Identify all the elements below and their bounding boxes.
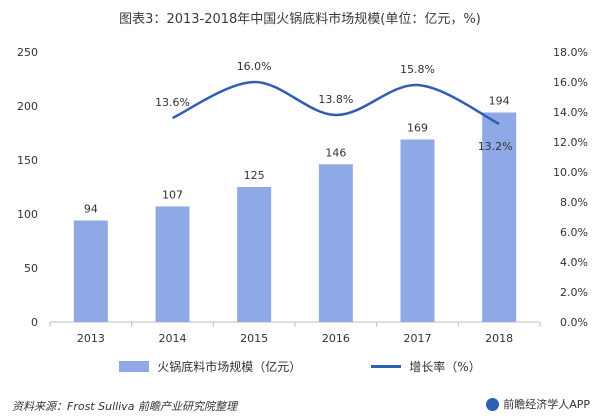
y-left-tick-label: 50 xyxy=(24,262,38,275)
growth-value-label-2016: 13.8% xyxy=(318,93,353,106)
y-right-tick-label: 10.0% xyxy=(553,166,588,179)
y-right-tick-label: 12.0% xyxy=(553,136,588,149)
legend: 火锅底料市场规模（亿元） 增长率（%） xyxy=(0,356,600,376)
bar-2015 xyxy=(237,187,272,322)
source-note: 资料来源：Frost Sulliva 前瞻产业研究院整理 xyxy=(12,400,237,413)
chart-title: 图表3：2013-2018年中国火锅底料市场规模(单位：亿元，%) xyxy=(119,12,481,27)
bar-2018 xyxy=(482,112,517,322)
legend-label-bar: 火锅底料市场规模（亿元） xyxy=(157,359,302,374)
data-labels: 94 107 125 146 169 194 13.6% 16.0% 13.8% 15.8% 13.… xyxy=(84,60,513,215)
bar-value-label-2013: 94 xyxy=(84,202,98,215)
bar-value-label-2015: 125 xyxy=(244,169,265,182)
x-tick-label-2014: 2014 xyxy=(159,332,187,345)
y-right-tick-label: 18.0% xyxy=(553,46,588,59)
legend-swatch-bar xyxy=(119,360,150,372)
legend-item-line: 增长率（%） xyxy=(371,358,481,375)
y-left-tick-label: 100 xyxy=(17,208,38,221)
x-tick-label-2016: 2016 xyxy=(322,332,350,345)
y-left-tick-label: 200 xyxy=(17,100,38,113)
axes: 2013 2014 2015 2016 2017 2018 0 50 100 150 200 250 0… xyxy=(17,46,588,345)
y-right-tick-label: 4.0% xyxy=(560,256,588,269)
y-right-tick-label: 8.0% xyxy=(560,196,588,209)
y-right-tick-label: 2.0% xyxy=(560,286,588,299)
y-right-tick-label: 0.0% xyxy=(560,316,588,329)
growth-value-label-2015: 16.0% xyxy=(237,60,272,73)
bar-2014 xyxy=(155,206,190,322)
brand-name: 前瞻经济学人APP xyxy=(503,398,590,411)
x-tick-label-2018: 2018 xyxy=(485,332,513,345)
y-right-tick-label: 14.0% xyxy=(553,106,588,119)
chart: 2013 2014 2015 2016 2017 2018 0 50 100 150 200 250 0… xyxy=(17,46,588,345)
legend-item-bar: 火锅底料市场规模（亿元） xyxy=(119,358,301,375)
growth-value-label-2014: 13.6% xyxy=(155,96,190,109)
x-tick-label-2015: 2015 xyxy=(240,332,268,345)
bar-2016 xyxy=(318,164,353,322)
bar-value-label-2016: 146 xyxy=(325,146,346,159)
x-tick-label-2013: 2013 xyxy=(77,332,105,345)
y-left-tick-label: 150 xyxy=(17,154,38,167)
legend-swatch-line xyxy=(371,364,402,368)
brand: 前瞻经济学人APP xyxy=(486,396,590,412)
y-right-tick-label: 6.0% xyxy=(560,226,588,239)
y-left-tick-label: 250 xyxy=(17,46,38,59)
y-left-tick-label: 0 xyxy=(31,316,38,329)
growth-line xyxy=(171,80,500,126)
growth-value-label-2017: 15.8% xyxy=(400,63,435,76)
bar-2017 xyxy=(400,139,435,322)
bars xyxy=(73,112,517,322)
legend-label-line: 增长率（%） xyxy=(409,359,481,374)
bar-value-label-2017: 169 xyxy=(407,121,428,134)
y-right-tick-label: 16.0% xyxy=(553,76,588,89)
bar-2013 xyxy=(73,220,108,322)
x-tick-label-2017: 2017 xyxy=(404,332,432,345)
bar-value-label-2014: 107 xyxy=(162,188,183,201)
bar-value-label-2018: 194 xyxy=(489,94,510,107)
growth-value-label-2018: 13.2% xyxy=(478,140,513,153)
brand-logo-icon xyxy=(486,397,500,411)
